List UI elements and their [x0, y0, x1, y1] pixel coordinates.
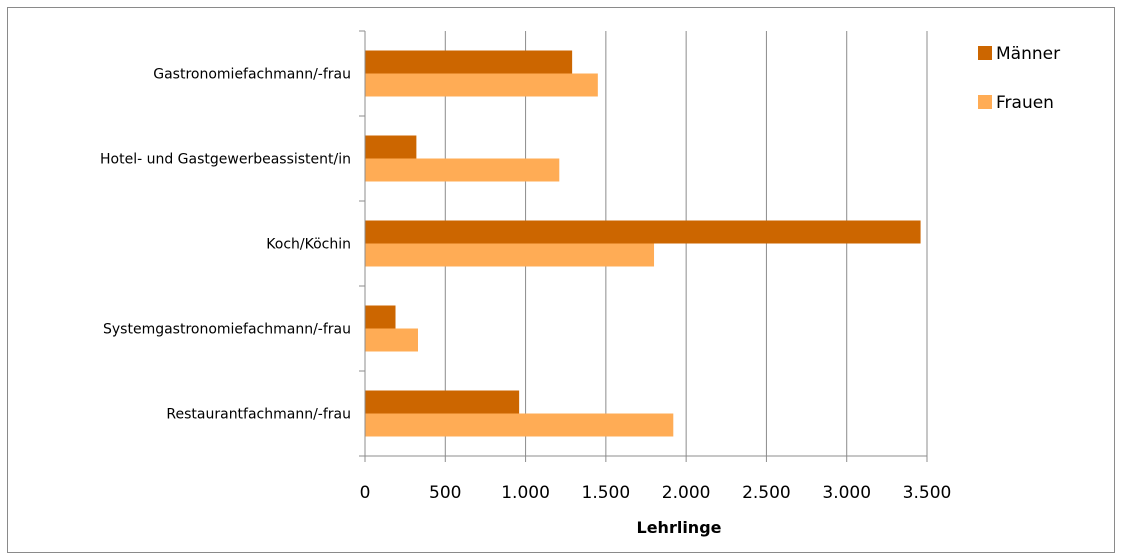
- bar-maenner: [365, 306, 396, 329]
- bar-frauen: [365, 74, 598, 97]
- bar-maenner: [365, 51, 572, 74]
- bar-maenner: [365, 391, 519, 414]
- x-tick-label: 3.000: [822, 483, 871, 503]
- category-label: Restaurantfachmann/-frau: [166, 407, 351, 423]
- x-tick-label: 2.500: [742, 483, 791, 503]
- legend-label: Männer: [996, 44, 1060, 64]
- legend-label: Frauen: [996, 93, 1054, 113]
- x-tick-label: 1.000: [501, 483, 550, 503]
- x-tick-label: 3.500: [903, 483, 952, 503]
- legend-swatch: [978, 95, 992, 109]
- legend: Männer Frauen: [978, 44, 1060, 113]
- x-tick-label: 500: [429, 483, 461, 503]
- legend-swatch: [978, 46, 992, 60]
- bars: [365, 51, 921, 437]
- x-tick-label: 0: [360, 483, 371, 503]
- x-tick-label: 2.000: [662, 483, 711, 503]
- category-labels: Gastronomiefachmann/-frau Hotel- und Gast…: [100, 67, 351, 423]
- bar-frauen: [365, 329, 418, 352]
- bar-frauen: [365, 414, 673, 437]
- category-label: Gastronomiefachmann/-frau: [153, 67, 351, 83]
- bar-maenner: [365, 136, 416, 159]
- x-tick-labels: 0 500 1.000 1.500 2.000 2.500 3.000 3.500: [360, 483, 952, 503]
- category-label: Koch/Köchin: [266, 237, 351, 253]
- x-axis-title: Lehrlinge: [637, 518, 722, 537]
- category-label: Systemgastronomiefachmann/-frau: [103, 322, 351, 338]
- x-tick-label: 1.500: [582, 483, 631, 503]
- category-label: Hotel- und Gastgewerbeassistent/in: [100, 152, 351, 168]
- bar-maenner: [365, 221, 921, 244]
- bar-frauen: [365, 159, 559, 182]
- bar-frauen: [365, 244, 654, 267]
